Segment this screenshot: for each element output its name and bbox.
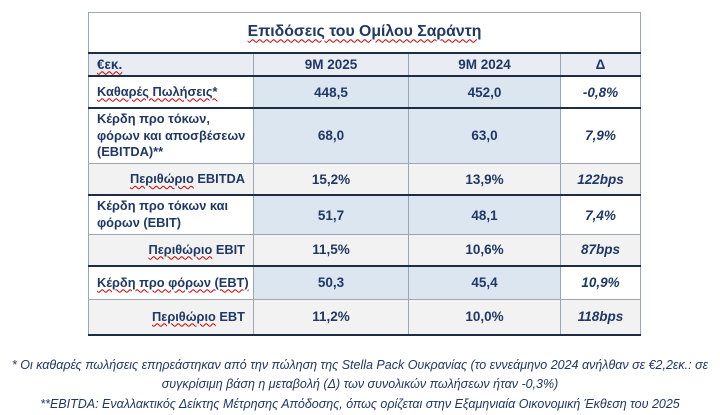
- value-delta: 7,9%: [559, 107, 642, 164]
- row-label: Καθαρές Πωλήσεις*: [88, 75, 254, 110]
- row-ebt-margin: Περιθώριο EBT 11,2% 10,0% 118bps: [88, 298, 642, 337]
- value-2024: 63,0: [408, 107, 561, 164]
- row-ebitda-margin: Περιθώριο EBITDA 15,2% 13,9% 122bps: [88, 162, 642, 197]
- value-2025: 448,5: [253, 75, 409, 110]
- row-ebit: Κέρδη προ τόκων και φόρων (EBIT) 51,7 48…: [88, 194, 642, 235]
- row-label: Κέρδη προ τόκων, φόρων και αποσβέσεων (E…: [88, 107, 254, 164]
- value-delta: 7,4%: [559, 194, 642, 235]
- value-2025: 11,5%: [253, 233, 409, 268]
- value-2024: 48,1: [408, 194, 561, 235]
- value-2025: 68,0: [253, 107, 409, 164]
- table-header-row: €εκ. 9M 2025 9M 2024 Δ: [88, 51, 642, 78]
- header-9m-2025: 9M 2025: [253, 51, 409, 78]
- value-delta: -0,8%: [559, 75, 642, 110]
- value-2025: 50,3: [253, 265, 409, 300]
- row-ebit-margin: Περιθώριο EBIT 11,5% 10,6% 87bps: [88, 233, 642, 268]
- row-label: Κέρδη προ τόκων και φόρων (EBIT): [88, 194, 254, 235]
- header-delta: Δ: [559, 51, 642, 78]
- table-title-row: Επιδόσεις του Ομίλου Σαράντη: [87, 12, 642, 54]
- value-2024: 45,4: [408, 265, 561, 300]
- value-2024: 452,0: [408, 75, 561, 110]
- footnote-sales: * Οι καθαρές πωλήσεις επηρεάστηκαν από τ…: [11, 358, 709, 392]
- value-2024: 13,9%: [408, 162, 561, 197]
- value-2025: 15,2%: [253, 162, 409, 197]
- row-ebt: Κέρδη προ φόρων (EBT) 50,3 45,4 10,9%: [88, 265, 642, 300]
- row-label: Περιθώριο EBIT: [88, 233, 254, 268]
- row-ebitda: Κέρδη προ τόκων, φόρων και αποσβέσεων (E…: [88, 107, 642, 164]
- row-label: Κέρδη προ φόρων (EBT): [88, 265, 254, 300]
- performance-table: Επιδόσεις του Ομίλου Σαράντη €εκ. 9M 202…: [87, 12, 642, 337]
- value-2025: 51,7: [253, 194, 409, 235]
- value-2024: 10,0%: [408, 298, 561, 337]
- row-label: Περιθώριο EBT: [88, 298, 254, 337]
- footnotes: * Οι καθαρές πωλήσεις επηρεάστηκαν από τ…: [0, 356, 720, 414]
- value-2024: 10,6%: [408, 233, 561, 268]
- row-label: Περιθώριο EBITDA: [88, 162, 254, 197]
- value-delta: 118bps: [559, 298, 642, 337]
- footnote-ebitda: **EBITDA: Εναλλακτικός Δείκτης Μέτρησης …: [40, 396, 680, 411]
- value-delta: 10,9%: [559, 265, 642, 300]
- header-unit: €εκ.: [88, 51, 254, 78]
- table-title: Επιδόσεις του Ομίλου Σαράντη: [87, 12, 642, 54]
- value-2025: 11,2%: [253, 298, 409, 337]
- value-delta: 122bps: [559, 162, 642, 197]
- row-net-sales: Καθαρές Πωλήσεις* 448,5 452,0 -0,8%: [88, 75, 642, 110]
- header-9m-2024: 9M 2024: [408, 51, 561, 78]
- value-delta: 87bps: [559, 233, 642, 268]
- table-title-text: Επιδόσεις του Ομίλου Σαράντη: [247, 23, 482, 41]
